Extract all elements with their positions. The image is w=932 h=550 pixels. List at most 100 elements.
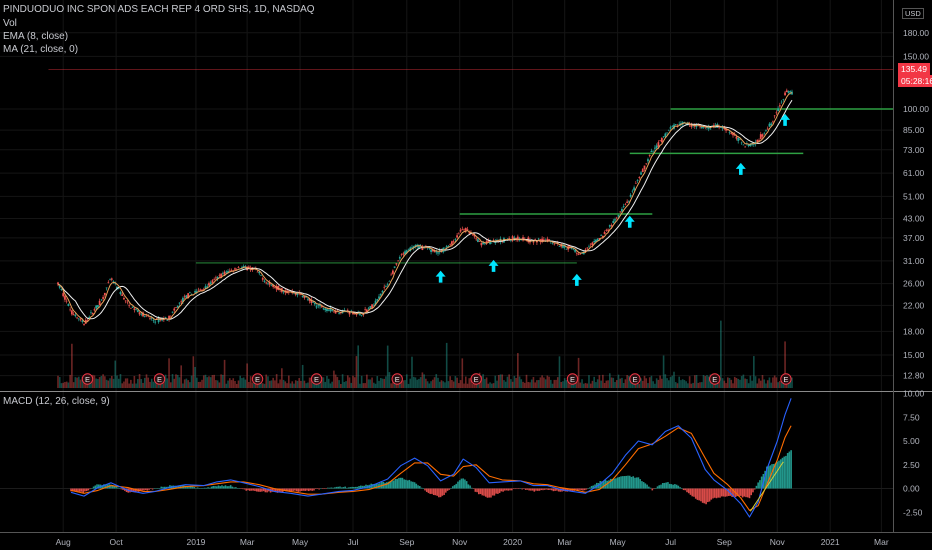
price-tick-label: 73.00: [903, 145, 925, 155]
macd-histogram-bar: [332, 487, 334, 489]
volume-bar: [739, 379, 741, 388]
volume-bar: [201, 379, 203, 388]
candle-body: [700, 126, 703, 129]
macd-histogram-bar: [361, 485, 364, 489]
macd-histogram-bar: [271, 488, 274, 492]
macd-histogram-bar: [389, 480, 392, 489]
candle-body: [310, 299, 313, 303]
volume-bar: [768, 377, 771, 388]
volume-bar: [558, 356, 561, 388]
volume-bar: [452, 381, 455, 388]
time-tick-label: Nov: [452, 537, 468, 547]
candle-body: [577, 253, 580, 255]
candle-body: [634, 183, 637, 184]
price-tick-label: 61.00: [903, 168, 925, 178]
candle-body: [348, 311, 351, 315]
macd-histogram-bar: [311, 488, 314, 491]
candle-body: [74, 314, 77, 317]
volume-bar: [93, 375, 96, 388]
candle-body: [595, 239, 597, 243]
macd-histogram-bar: [125, 488, 128, 493]
candle-body: [272, 284, 275, 287]
volume-bar: [171, 374, 174, 388]
volume-bar: [622, 382, 625, 388]
macd-histogram-bar: [111, 485, 114, 489]
volume-bar: [624, 379, 627, 388]
volume-bar: [253, 382, 255, 388]
macd-histogram-bar: [778, 460, 780, 489]
macd-histogram-bar: [144, 488, 147, 490]
candle-body: [157, 318, 160, 323]
volume-bar: [667, 380, 670, 388]
macd-histogram-bar: [618, 476, 621, 489]
candle-body: [188, 292, 191, 294]
volume-bar: [508, 374, 510, 388]
volume-bar: [109, 378, 111, 388]
macd-histogram-bar: [226, 486, 228, 489]
volume-bar: [430, 381, 432, 388]
volume-bar: [758, 378, 760, 388]
macd-histogram-bar: [328, 487, 331, 489]
arrow-annotations: [435, 113, 791, 286]
volume-bar: [756, 383, 759, 388]
time-tick-label: Mar: [240, 537, 255, 547]
volume-bar: [723, 380, 726, 388]
volume-bar: [661, 378, 663, 388]
macd-histogram-bar: [472, 488, 475, 489]
volume-bar: [71, 343, 73, 388]
candle-body: [643, 165, 646, 169]
candle-body: [199, 289, 202, 291]
candle-body: [72, 314, 75, 316]
volume-bar: [704, 376, 707, 388]
price-tick-label: 180.00: [903, 28, 929, 38]
volume-bar: [589, 383, 592, 388]
time-tick-label: Jul: [665, 537, 676, 547]
volume-bar: [346, 375, 349, 388]
volume-bar: [671, 375, 674, 388]
candle-body: [381, 290, 384, 293]
volume-bar: [366, 374, 368, 388]
volume-bar: [697, 382, 700, 388]
candle-body: [591, 242, 594, 246]
volume-bar: [336, 377, 339, 388]
candle-body: [110, 278, 113, 280]
volume-bar: [204, 374, 207, 388]
candle-body: [369, 306, 372, 309]
macd-histogram-bar: [682, 488, 685, 491]
macd-histogram-bar: [516, 488, 518, 490]
macd-histogram-bar: [627, 475, 629, 489]
volume-bar: [145, 374, 148, 388]
volume-bar: [202, 375, 205, 388]
volume-bar: [459, 380, 462, 388]
candle-body: [195, 291, 198, 293]
volume-bar: [102, 374, 104, 388]
candle-body: [379, 293, 382, 296]
candle-body: [294, 293, 297, 295]
volume-bar: [438, 381, 441, 388]
volume-bar: [218, 382, 221, 388]
volume-bar: [320, 376, 323, 388]
macd-histogram-bar: [637, 477, 640, 489]
macd-histogram-bar: [599, 481, 602, 489]
macd-histogram-bar: [342, 487, 345, 489]
candle-body: [596, 238, 599, 241]
volume-bar: [673, 371, 675, 388]
volume-bar: [197, 381, 200, 388]
volume-bar: [692, 382, 694, 388]
macd-histogram-bar: [785, 455, 787, 489]
candle-body: [319, 304, 321, 307]
currency-badge[interactable]: USD: [902, 8, 924, 19]
volume-bar: [780, 380, 783, 388]
volume-bar: [124, 378, 127, 388]
candle-body: [331, 309, 334, 311]
volume-bar: [484, 379, 486, 388]
volume-bar: [423, 374, 425, 388]
macd-trend-line: [749, 461, 784, 512]
ma-label: MA (21, close, 0): [3, 44, 79, 55]
macd-histogram-bar: [347, 487, 350, 489]
macd-histogram-bar: [471, 487, 473, 489]
macd-histogram-bar: [498, 488, 501, 494]
volume-bar: [95, 378, 97, 388]
